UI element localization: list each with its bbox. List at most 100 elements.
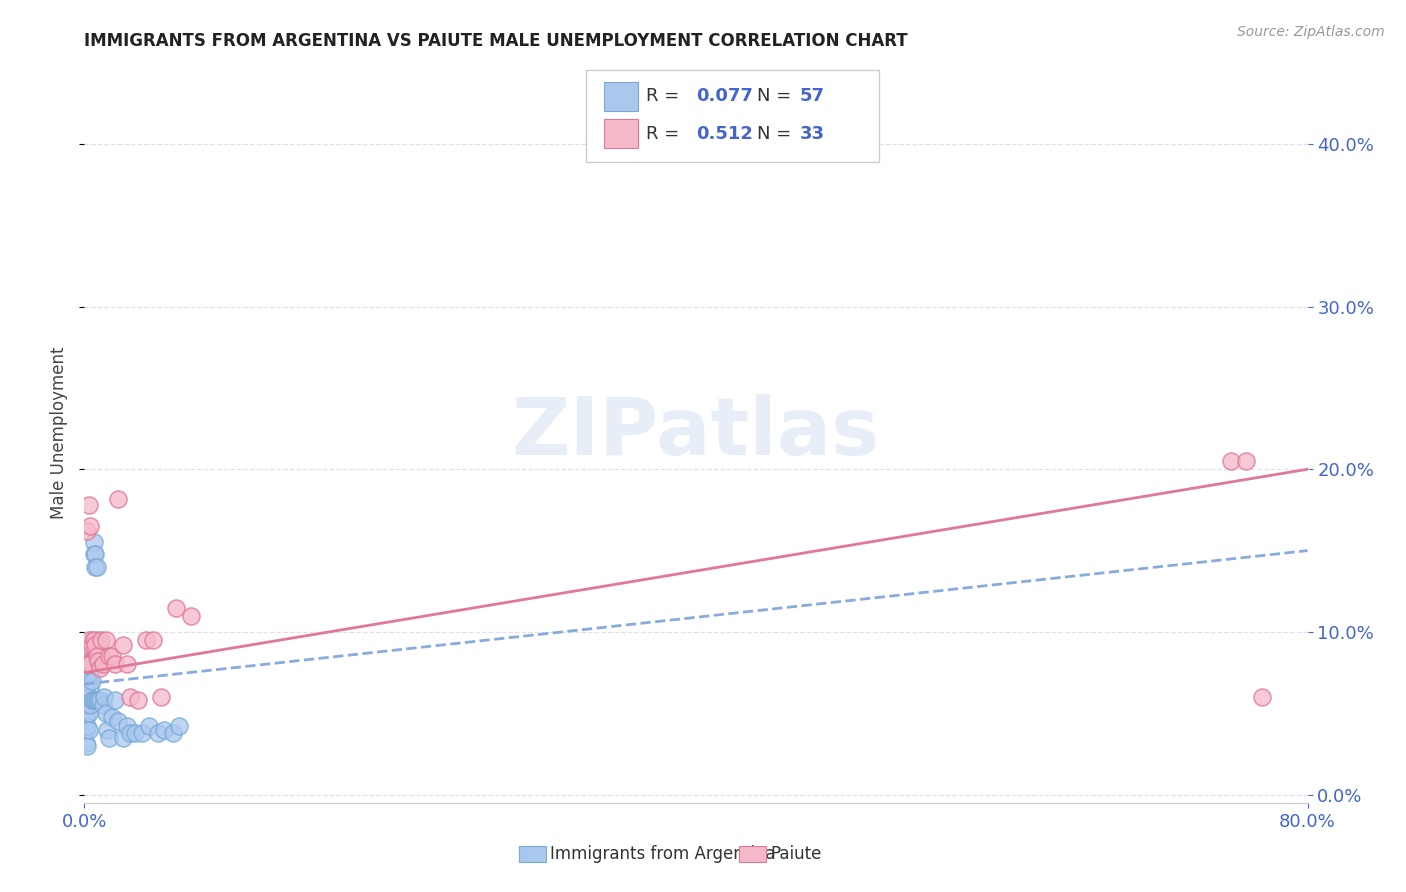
Point — [79, 665, 101, 680]
Point — [101, 649, 124, 664]
Point — [79, 698, 101, 713]
Point — [135, 633, 157, 648]
Point — [101, 709, 124, 723]
Point — [89, 638, 111, 652]
Point — [77, 673, 100, 688]
Point — [75, 698, 97, 713]
Point — [87, 693, 110, 707]
Point — [131, 726, 153, 740]
Point — [89, 693, 111, 707]
Point — [76, 657, 98, 672]
Point — [104, 657, 127, 672]
Point — [75, 657, 97, 672]
Bar — [738, 846, 766, 862]
Point — [97, 731, 120, 745]
Point — [80, 633, 103, 648]
Point — [1236, 454, 1258, 468]
Point — [90, 633, 112, 648]
Point — [115, 657, 138, 672]
Text: IMMIGRANTS FROM ARGENTINA VS PAIUTE MALE UNEMPLOYMENT CORRELATION CHART: IMMIGRANTS FROM ARGENTINA VS PAIUTE MALE… — [84, 32, 908, 50]
Text: R =: R = — [645, 125, 685, 143]
Point — [167, 719, 190, 733]
Point — [75, 687, 97, 701]
Point — [97, 649, 120, 664]
Point — [75, 638, 97, 652]
Point — [77, 723, 100, 737]
Y-axis label: Male Unemployment: Male Unemployment — [51, 346, 69, 519]
Point — [111, 638, 134, 652]
Point — [107, 491, 129, 506]
Text: 57: 57 — [800, 87, 825, 105]
Point — [180, 608, 202, 623]
Point — [91, 657, 114, 672]
Point — [76, 661, 98, 675]
Point — [77, 690, 100, 704]
Point — [86, 559, 108, 574]
Point — [76, 719, 98, 733]
Point — [87, 654, 110, 668]
Text: 0.512: 0.512 — [696, 125, 752, 143]
Point — [83, 633, 105, 648]
Bar — [519, 846, 546, 862]
Point — [1250, 690, 1272, 704]
Point — [91, 698, 114, 713]
Point — [80, 693, 103, 707]
Point — [1220, 454, 1243, 468]
Point — [94, 633, 117, 648]
Text: ZIPatlas: ZIPatlas — [512, 393, 880, 472]
Point — [84, 693, 107, 707]
Point — [76, 524, 98, 538]
Point — [94, 706, 117, 721]
Point — [111, 731, 134, 745]
Point — [83, 547, 105, 561]
Bar — [605, 120, 638, 147]
Point — [104, 693, 127, 707]
Point — [120, 690, 142, 704]
Point — [76, 649, 98, 664]
Point — [80, 654, 103, 668]
Point — [79, 519, 101, 533]
Point — [86, 649, 108, 664]
Point — [146, 726, 169, 740]
Point — [79, 681, 101, 696]
Point — [93, 690, 115, 704]
Text: Source: ZipAtlas.com: Source: ZipAtlas.com — [1237, 25, 1385, 39]
Text: N =: N = — [758, 87, 797, 105]
Text: Immigrants from Argentina: Immigrants from Argentina — [550, 845, 776, 863]
Text: N =: N = — [758, 125, 797, 143]
Text: R =: R = — [645, 87, 685, 105]
Bar — [605, 82, 638, 111]
Point — [165, 600, 187, 615]
Point — [79, 657, 101, 672]
Point — [77, 498, 100, 512]
Point — [76, 673, 98, 688]
Point — [90, 649, 112, 664]
Point — [115, 719, 138, 733]
Point — [75, 723, 97, 737]
Point — [86, 693, 108, 707]
Point — [79, 644, 101, 658]
Point — [83, 535, 105, 549]
Point — [153, 723, 176, 737]
Point — [80, 673, 103, 688]
Text: 33: 33 — [800, 125, 825, 143]
Point — [76, 739, 98, 753]
Point — [84, 547, 107, 561]
Point — [124, 726, 146, 740]
Point — [77, 638, 100, 652]
Point — [120, 726, 142, 740]
Point — [127, 693, 149, 707]
Point — [149, 690, 172, 704]
Point — [80, 638, 103, 652]
Point — [89, 661, 111, 675]
Text: 0.077: 0.077 — [696, 87, 752, 105]
Point — [75, 736, 97, 750]
Point — [77, 633, 100, 648]
Point — [87, 633, 110, 648]
Point — [107, 714, 129, 729]
Point — [76, 687, 98, 701]
Point — [84, 559, 107, 574]
Point — [138, 719, 160, 733]
Point — [162, 726, 184, 740]
Text: Paiute: Paiute — [770, 845, 823, 863]
